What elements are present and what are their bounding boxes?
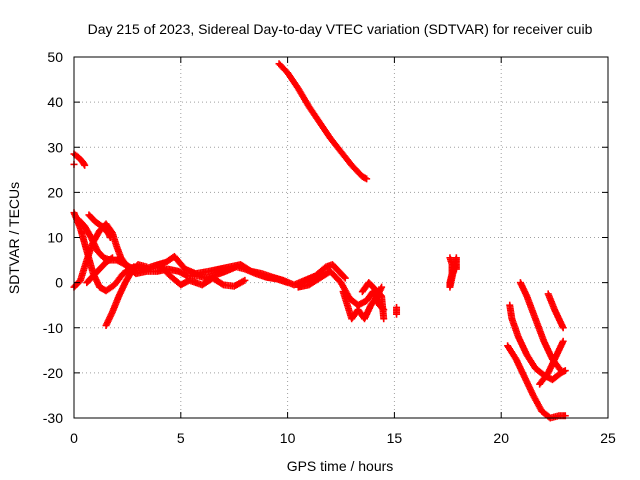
series-arc-p (544, 290, 567, 332)
tick-labels: 0 5 10 15 20 25 -30 -20 -10 0 10 20 30 40 50 (43, 49, 616, 446)
series-arc-d (102, 261, 151, 329)
series-arc-n (504, 342, 569, 422)
y-tick-label: -30 (43, 410, 63, 426)
series-arc-j (358, 279, 388, 323)
x-tick-label: 10 (280, 430, 296, 446)
series-arc-g (155, 261, 249, 290)
series-arc-o (516, 279, 565, 375)
x-tick-label: 0 (70, 430, 78, 446)
y-tick-label: 20 (47, 184, 63, 200)
y-tick-label: 40 (47, 94, 63, 110)
y-tick-label: -10 (43, 320, 63, 336)
series-arc-l (446, 254, 460, 291)
axis-ticks (73, 56, 609, 419)
y-tick-label: 30 (47, 139, 63, 155)
series-arc-f (83, 254, 116, 287)
grid-lines (74, 57, 608, 418)
y-tick-label: -20 (43, 365, 63, 381)
series-arc-k (393, 303, 401, 318)
x-axis-label: GPS time / hours (287, 458, 394, 474)
chart-title: Day 215 of 2023, Sidereal Day-to-day VTE… (88, 21, 593, 37)
x-tick-label: 20 (493, 430, 509, 446)
y-tick-label: 50 (47, 49, 63, 65)
y-tick-label: 0 (55, 275, 63, 291)
x-tick-label: 5 (177, 430, 185, 446)
series-arc-start-high (70, 150, 89, 169)
y-tick-label: 10 (47, 230, 63, 246)
y-axis-label: SDTVAR / TECUs (6, 182, 22, 294)
series-arc-h (294, 267, 388, 314)
x-tick-label: 15 (387, 430, 403, 446)
series-arc-e (85, 211, 114, 241)
x-tick-label: 25 (600, 430, 616, 446)
series-arc-high (275, 60, 371, 183)
series-arc-i (339, 283, 386, 323)
series-arc-q (536, 337, 567, 388)
data-markers (70, 60, 569, 422)
